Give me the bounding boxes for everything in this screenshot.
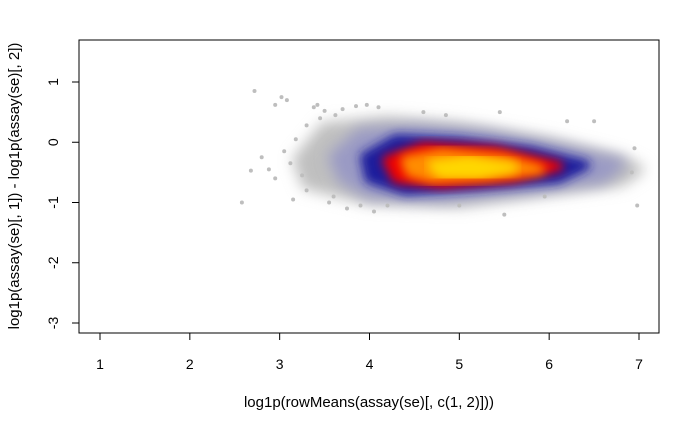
outlier-point	[291, 197, 296, 202]
outlier-point	[239, 200, 244, 205]
y-tick-label: -3	[45, 317, 61, 330]
outlier-point	[252, 89, 257, 93]
outlier-point	[315, 102, 320, 107]
outlier-point	[385, 203, 390, 208]
outlier-points	[239, 89, 640, 217]
outlier-point	[273, 102, 278, 107]
outlier-point	[364, 102, 369, 107]
outlier-point	[327, 200, 332, 205]
x-tick-label: 3	[276, 356, 284, 372]
x-axis: 1 2 3 4 5 6 7	[96, 332, 643, 372]
outlier-point	[635, 203, 640, 208]
outlier-point	[284, 98, 289, 103]
outlier-point	[311, 105, 316, 110]
x-tick-label: 5	[455, 356, 463, 372]
outlier-point	[282, 149, 287, 154]
outlier-point	[592, 119, 597, 124]
outlier-point	[288, 161, 293, 166]
outlier-point	[248, 168, 253, 173]
outlier-point	[293, 137, 298, 142]
y-tick-label: -2	[45, 256, 61, 269]
outlier-point	[629, 170, 634, 175]
y-axis-title: log1p(assay(se)[, 1]) - log1p(assay(se)[…	[6, 43, 23, 330]
x-tick-label: 2	[186, 356, 194, 372]
density-band-core	[427, 155, 519, 180]
outlier-point	[300, 173, 305, 178]
y-tick-label: 1	[45, 78, 61, 86]
outlier-point	[340, 107, 345, 112]
outlier-point	[345, 206, 349, 211]
outlier-point	[259, 155, 264, 160]
y-tick-label: -1	[45, 196, 61, 209]
outlier-point	[358, 203, 363, 208]
outlier-point	[457, 203, 462, 208]
outlier-point	[372, 209, 376, 214]
outlier-point	[542, 194, 547, 199]
outlier-point	[279, 95, 284, 100]
outlier-point	[304, 123, 309, 128]
outlier-point	[502, 212, 507, 217]
x-tick-label: 4	[366, 356, 374, 372]
x-axis-title: log1p(rowMeans(assay(se)[, c(1, 2)]))	[244, 394, 494, 411]
outlier-point	[632, 146, 637, 151]
outlier-point	[266, 167, 271, 172]
x-tick-label: 7	[635, 356, 643, 372]
outlier-point	[333, 113, 338, 118]
outlier-point	[354, 104, 358, 109]
outlier-point	[273, 176, 278, 181]
outlier-point	[443, 113, 448, 118]
outlier-point	[304, 188, 309, 193]
outlier-point	[322, 108, 327, 113]
outlier-point	[376, 105, 381, 110]
outlier-point	[331, 194, 336, 199]
y-axis: 1 0 -1 -2 -3	[45, 78, 80, 330]
outlier-point	[497, 110, 502, 115]
outlier-point	[421, 110, 426, 115]
x-tick-label: 1	[96, 356, 104, 372]
outlier-point	[318, 116, 323, 121]
outlier-point	[565, 119, 570, 124]
density-cloud	[292, 116, 644, 208]
y-tick-label: 0	[45, 138, 61, 146]
x-tick-label: 6	[545, 356, 553, 372]
